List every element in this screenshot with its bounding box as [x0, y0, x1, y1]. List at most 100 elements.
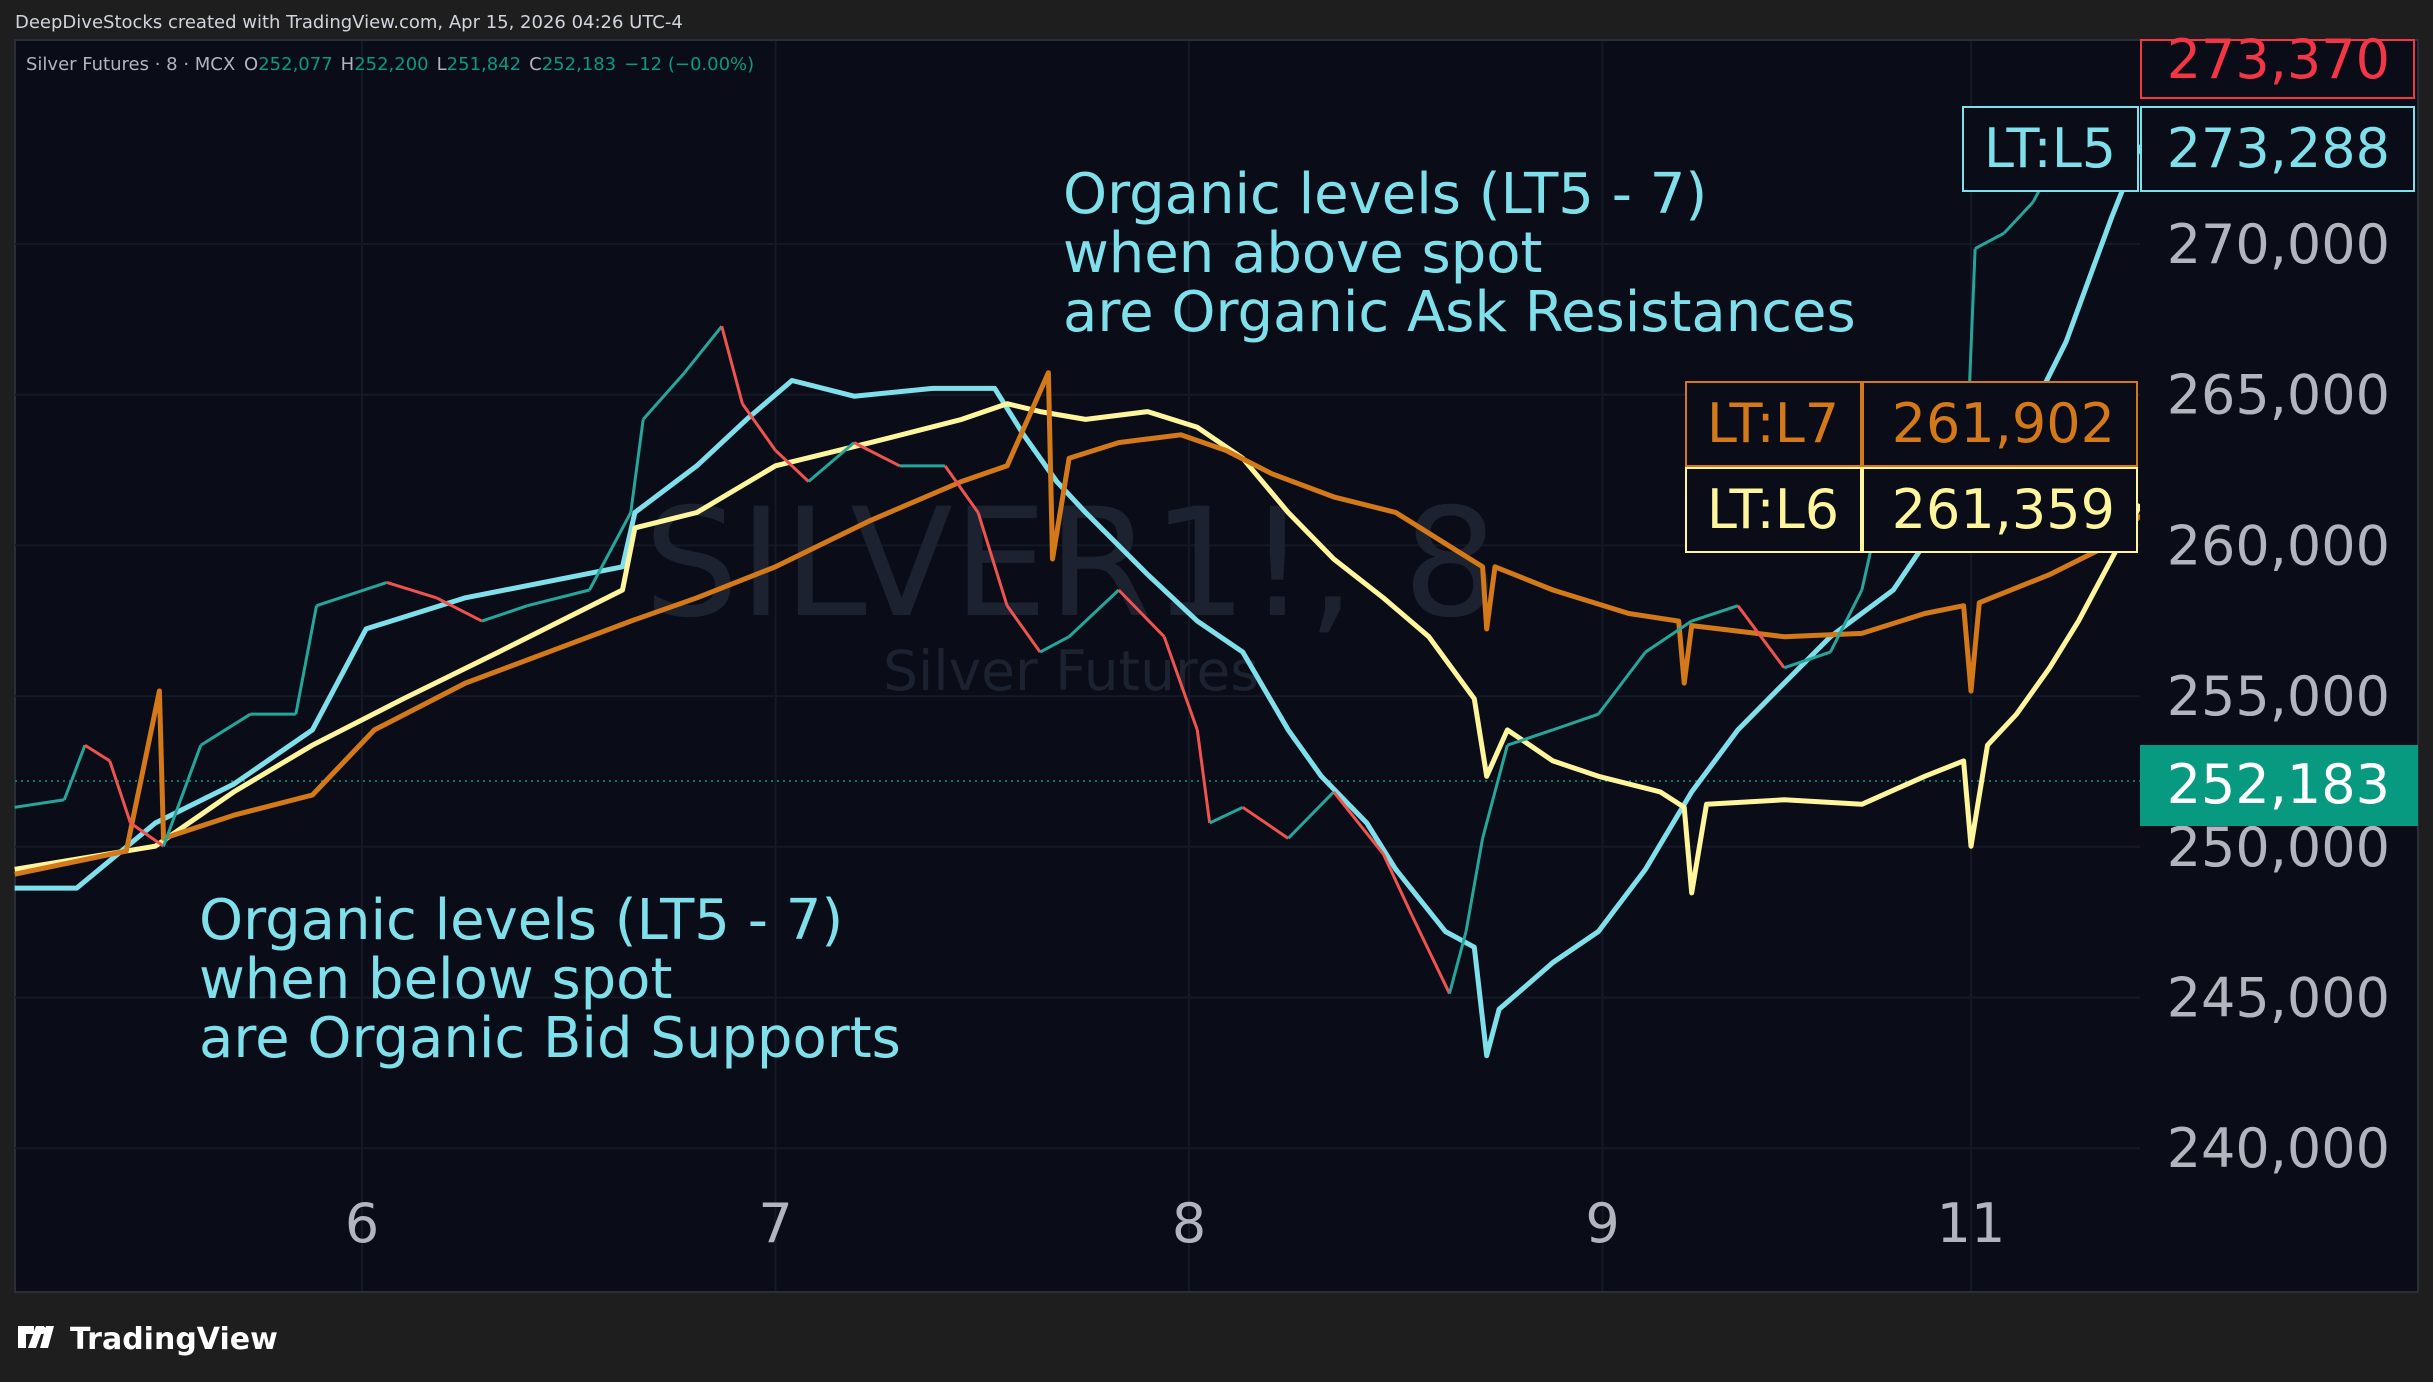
time-tick-label: 11	[1937, 1192, 2006, 1255]
price-segment	[162, 744, 203, 847]
price-segment	[1117, 588, 1166, 638]
price-axis[interactable]	[2140, 41, 2417, 1291]
legend-open: 252,077	[258, 54, 332, 75]
price-tick-label: 240,000	[2167, 1117, 2390, 1180]
chart-pane[interactable]	[14, 39, 2419, 1293]
annotation-upper: Organic levels (LT5 - 7) when above spot…	[1063, 162, 1856, 345]
last-price-label: 252,183	[2167, 753, 2390, 816]
price-axis-ticks: 270,000 265,000 260,000 255,000 250,000 245,0…	[2167, 213, 2390, 1180]
watermark-name: Silver Futures	[883, 639, 1259, 703]
price-segment	[1381, 853, 1414, 917]
annotation-upper-line: when above spot	[1063, 221, 1543, 286]
legend-symbol: Silver Futures · 8 · MCX	[26, 54, 235, 75]
price-segment	[1552, 712, 1599, 732]
price-tick-label: 260,000	[2167, 514, 2390, 577]
level-name-box	[1685, 381, 1862, 467]
price-segment	[2002, 201, 2035, 235]
footer-brand: TradingView	[70, 1322, 278, 1357]
price-segment	[316, 581, 388, 608]
watermark-ticker: SILVER1!, 8	[644, 477, 1499, 651]
price-segment	[642, 371, 686, 421]
tradingview-logo-icon	[18, 1326, 54, 1348]
price-segment	[1068, 588, 1120, 638]
high-price-label: 273,370	[2167, 28, 2390, 91]
price-segment	[853, 441, 901, 468]
price-segment	[14, 798, 65, 809]
annotation-lower: Organic levels (LT5 - 7) when below spot…	[199, 888, 901, 1071]
level-name-box	[1962, 106, 2139, 192]
time-tick-label: 6	[345, 1192, 379, 1255]
price-segment	[1209, 805, 1244, 825]
price-segment	[1448, 931, 1468, 994]
legend-high: 252,200	[354, 54, 428, 75]
annotation-upper-line: Organic levels (LT5 - 7)	[1063, 162, 1707, 227]
price-segment	[976, 512, 1009, 607]
price-segment	[1162, 636, 1199, 731]
level-name: LT:L7	[1707, 392, 1839, 455]
level-name: LT:L6	[1707, 478, 1839, 541]
series-line-ltl7	[14, 370, 2143, 877]
legend-h-label: H	[341, 54, 355, 75]
price-tick-label: 250,000	[2167, 816, 2390, 879]
last-price-box	[2140, 745, 2418, 826]
price-segment	[1736, 604, 1786, 669]
time-tick-label: 7	[758, 1192, 792, 1255]
price-tick-label: 255,000	[2167, 665, 2390, 728]
annotation-lower-line: when below spot	[199, 947, 672, 1012]
price-segment	[1287, 790, 1335, 840]
price-segment	[294, 605, 318, 715]
tradingview-logo[interactable]: TradingView	[18, 1322, 278, 1357]
price-segment	[741, 402, 777, 452]
level-value: 273,288	[2167, 117, 2390, 180]
price-segment	[84, 743, 111, 763]
level-name-box	[1685, 467, 1862, 553]
price-segment	[1241, 806, 1290, 840]
price-segment	[774, 449, 810, 483]
price-tick-label: 270,000	[2167, 213, 2390, 276]
price-segment	[943, 464, 980, 514]
grid	[15, 41, 2140, 1291]
price-segment	[1506, 728, 1554, 747]
price-segment	[62, 744, 87, 801]
time-axis[interactable]: 6 7 8 9 11	[345, 1192, 2006, 1255]
price-segment	[683, 325, 723, 374]
annotation-lower-line: are Organic Bid Supports	[199, 1006, 901, 1071]
series-line-ltl5	[14, 143, 2143, 1059]
price-segment	[386, 581, 437, 600]
price-segment	[807, 441, 856, 483]
price-segment	[1332, 791, 1385, 855]
level-value-box	[2140, 106, 2415, 192]
price-segment	[720, 325, 744, 405]
annotation-upper-line: are Organic Ask Resistances	[1063, 280, 1856, 345]
high-price-box	[2140, 39, 2415, 99]
legend-l-label: L	[437, 54, 447, 75]
price-segment	[435, 596, 483, 623]
price-segment	[527, 588, 590, 608]
price-segment	[1195, 729, 1212, 824]
price-segment	[129, 821, 165, 848]
time-tick-label: 8	[1172, 1192, 1206, 1255]
level-name: LT:L5	[1984, 117, 2116, 180]
price-segment	[108, 760, 132, 824]
tradingview-logo-dot	[38, 1326, 46, 1334]
price-segment	[1005, 604, 1042, 653]
legend-low: 251,842	[447, 54, 521, 75]
price-segment	[1783, 650, 1831, 670]
series-line-ltl6	[14, 401, 2143, 896]
legend-c-label: C	[529, 54, 542, 75]
price-segment	[1410, 915, 1451, 995]
price-segment	[199, 712, 252, 747]
legend-close: 252,183	[542, 54, 616, 75]
header-credit: DeepDiveStocks created with TradingView.…	[15, 12, 683, 33]
level-label-l6: LT:L6 261,359	[1685, 467, 2138, 553]
ohlc-legend: Silver Futures · 8 · MCX O252,077 H252,200…	[26, 54, 754, 75]
price-segment	[1464, 838, 1485, 932]
price-tick-label: 265,000	[2167, 364, 2390, 427]
price-segment	[1829, 589, 1864, 653]
annotation-lower-line: Organic levels (LT5 - 7)	[199, 888, 843, 953]
level-label-l5: LT:L5 273,288	[1962, 106, 2415, 192]
level-value-box	[1862, 381, 2138, 467]
price-tick-label: 245,000	[2167, 967, 2390, 1030]
price-segment	[588, 511, 633, 591]
